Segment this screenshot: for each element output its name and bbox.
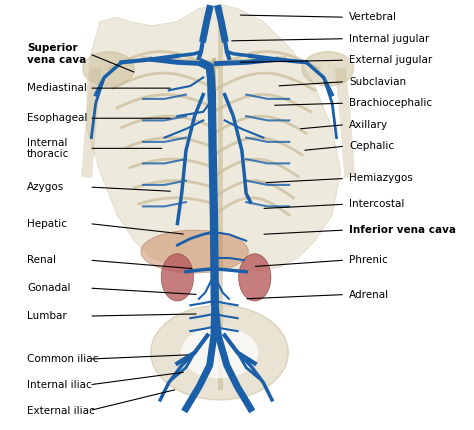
Text: Inferior vena cava: Inferior vena cava [349,225,456,235]
Text: Vertebral: Vertebral [349,12,397,22]
Text: Phrenic: Phrenic [349,255,388,265]
Text: Azygos: Azygos [27,182,64,192]
Text: Cephalic: Cephalic [349,141,394,151]
Ellipse shape [151,305,288,400]
Ellipse shape [141,230,248,273]
Text: Internal iliac: Internal iliac [27,380,91,390]
Ellipse shape [161,254,193,301]
Ellipse shape [83,52,135,86]
Text: External jugular: External jugular [349,55,433,65]
Polygon shape [87,4,341,271]
Text: Axillary: Axillary [349,120,389,130]
Text: External iliac: External iliac [27,405,95,416]
Text: Internal
thoracic: Internal thoracic [27,138,69,159]
Text: Adrenal: Adrenal [349,289,390,300]
Text: Intercostal: Intercostal [349,199,405,209]
Text: Renal: Renal [27,255,56,265]
Text: Hemiazygos: Hemiazygos [349,173,413,184]
Text: Superior
vena cava: Superior vena cava [27,43,86,64]
Text: Subclavian: Subclavian [349,77,407,87]
Ellipse shape [181,327,258,378]
Text: Common iliac: Common iliac [27,354,98,364]
Ellipse shape [302,52,354,86]
Text: Brachiocephalic: Brachiocephalic [349,98,432,108]
Text: Esophageal: Esophageal [27,113,87,123]
Text: Lumbar: Lumbar [27,311,67,321]
Text: Hepatic: Hepatic [27,218,67,229]
Ellipse shape [238,254,271,301]
Text: Mediastinal: Mediastinal [27,83,87,93]
Text: Gonadal: Gonadal [27,283,70,293]
Text: Internal jugular: Internal jugular [349,34,429,44]
